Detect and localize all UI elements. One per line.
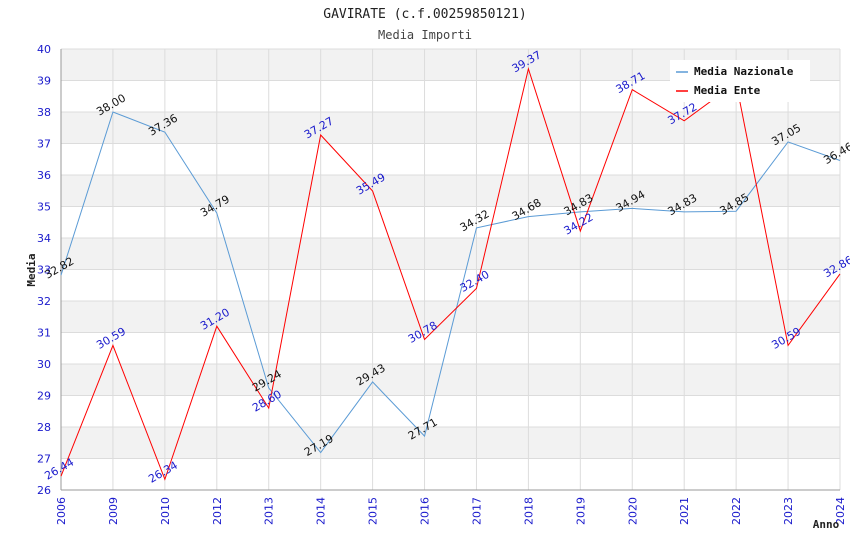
x-tick-label: 2020 — [626, 497, 639, 525]
band-31 — [61, 301, 840, 333]
x-tick-label: 2013 — [263, 497, 276, 525]
y-tick-label: 38 — [37, 106, 51, 119]
x-axis-ticks: 2006 2009 2010 2012 2013 2014 2015 2016 2017 2018… — [55, 497, 847, 525]
chart-title: GAVIRATE (c.f.00259850121) — [323, 7, 527, 22]
y-axis-ticks: 26 27 28 29 30 31 32 33 34 35 36 37 38 39 40 — [37, 43, 51, 497]
chart-subtitle: Media Importi — [378, 28, 472, 42]
band-28 — [61, 395, 840, 427]
x-axis-label: Anno — [813, 518, 840, 531]
band-35 — [61, 175, 840, 207]
band-30 — [61, 332, 840, 364]
x-tick-label: 2022 — [730, 497, 743, 525]
x-tick-label: 2019 — [574, 497, 587, 525]
band-36 — [61, 143, 840, 175]
y-tick-label: 39 — [37, 75, 51, 88]
y-tick-label: 36 — [37, 169, 51, 182]
x-tick-label: 2009 — [107, 497, 120, 525]
x-tick-label: 2023 — [782, 497, 795, 525]
y-tick-label: 28 — [37, 421, 51, 434]
band-29 — [61, 364, 840, 396]
series-line-media-nazionale — [60, 111, 841, 454]
y-tick-label: 32 — [37, 295, 51, 308]
band-27 — [61, 427, 840, 459]
x-tick-label: 2010 — [159, 497, 172, 525]
y-tick-label: 37 — [37, 138, 51, 151]
y-tick-label: 27 — [37, 453, 51, 466]
legend-label-media-nazionale: Media Nazionale — [694, 65, 794, 78]
y-tick-label: 30 — [37, 358, 51, 371]
y-tick-label: 40 — [37, 43, 51, 56]
y-tick-label: 31 — [37, 327, 51, 340]
x-tick-label: 2006 — [55, 497, 68, 525]
band-33 — [61, 238, 840, 270]
x-tick-label: 2021 — [678, 497, 691, 525]
legend-label-media-ente: Media Ente — [694, 84, 761, 97]
x-tick-label: 2024 — [834, 497, 847, 525]
plot-background-bands — [61, 49, 840, 490]
x-tick-label: 2012 — [211, 497, 224, 525]
y-tick-label: 33 — [37, 264, 51, 277]
x-tick-label: 2015 — [367, 497, 380, 525]
band-32 — [61, 269, 840, 301]
legend: Media Nazionale Media Ente — [670, 60, 810, 102]
y-tick-label: 26 — [37, 484, 51, 497]
y-tick-label: 29 — [37, 390, 51, 403]
legend-background — [670, 60, 810, 102]
x-tick-label: 2018 — [522, 497, 535, 525]
axes — [60, 49, 840, 491]
x-tick-label: 2014 — [315, 497, 328, 525]
band-37 — [61, 112, 840, 144]
gridlines — [60, 48, 841, 491]
band-26 — [61, 458, 840, 490]
y-axis-label: Media — [25, 253, 38, 286]
y-tick-label: 35 — [37, 201, 51, 214]
x-tick-label: 2016 — [419, 497, 432, 525]
y-tick-label: 34 — [37, 232, 51, 245]
x-tick-label: 2017 — [470, 497, 483, 525]
